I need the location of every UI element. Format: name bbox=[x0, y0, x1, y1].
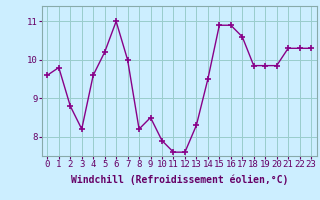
X-axis label: Windchill (Refroidissement éolien,°C): Windchill (Refroidissement éolien,°C) bbox=[70, 175, 288, 185]
